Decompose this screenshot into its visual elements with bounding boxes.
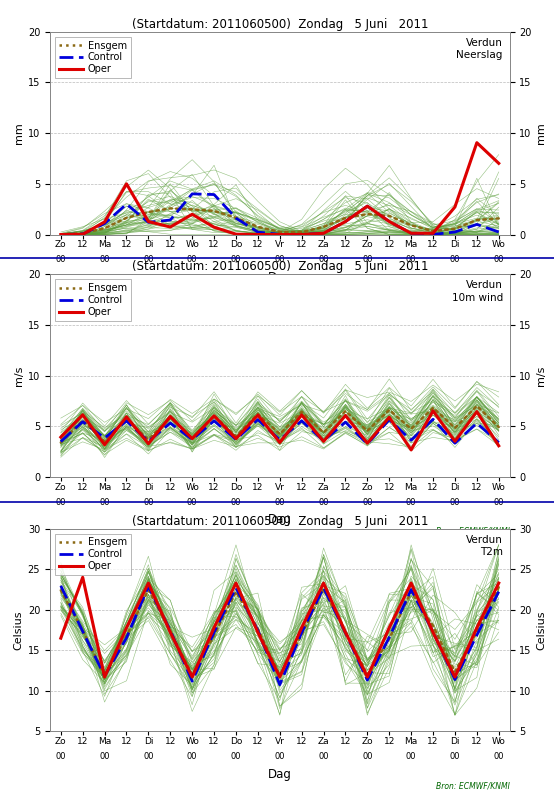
Text: 00: 00: [187, 255, 197, 265]
Title: (Startdatum: 2011060500)  Zondag   5 Juni   2011: (Startdatum: 2011060500) Zondag 5 Juni 2…: [131, 514, 428, 528]
Text: 00: 00: [450, 498, 460, 507]
Text: 00: 00: [319, 752, 329, 762]
Y-axis label: m/s: m/s: [536, 366, 546, 386]
Text: 00: 00: [450, 255, 460, 265]
Legend: Ensgem, Control, Oper: Ensgem, Control, Oper: [55, 37, 131, 79]
Y-axis label: Celsius: Celsius: [536, 611, 546, 650]
Text: 00: 00: [55, 255, 66, 265]
Text: 00: 00: [362, 752, 373, 762]
Text: 00: 00: [362, 255, 373, 265]
Text: 00: 00: [450, 752, 460, 762]
Text: Verdun
T2m: Verdun T2m: [466, 535, 503, 557]
Legend: Ensgem, Control, Oper: Ensgem, Control, Oper: [55, 279, 131, 321]
Text: 00: 00: [362, 498, 373, 507]
Text: 00: 00: [275, 498, 285, 507]
Text: 00: 00: [230, 498, 241, 507]
Text: 00: 00: [55, 752, 66, 762]
Text: 00: 00: [143, 498, 153, 507]
Text: 00: 00: [143, 752, 153, 762]
Text: Dag: Dag: [268, 513, 292, 526]
Text: 00: 00: [494, 255, 504, 265]
Text: 00: 00: [230, 255, 241, 265]
Text: 00: 00: [187, 498, 197, 507]
Text: 00: 00: [494, 752, 504, 762]
Text: 00: 00: [319, 255, 329, 265]
Text: 00: 00: [99, 255, 110, 265]
Text: Bron: ECMWF/KNMI: Bron: ECMWF/KNMI: [436, 781, 510, 790]
Text: 00: 00: [143, 255, 153, 265]
Text: 00: 00: [406, 752, 417, 762]
Text: Bron: ECMWF/KNMI: Bron: ECMWF/KNMI: [436, 285, 510, 293]
Text: 00: 00: [99, 752, 110, 762]
Text: Dag: Dag: [268, 767, 292, 781]
Text: 00: 00: [55, 498, 66, 507]
Legend: Ensgem, Control, Oper: Ensgem, Control, Oper: [55, 533, 131, 576]
Text: 00: 00: [187, 752, 197, 762]
Y-axis label: mm: mm: [14, 122, 24, 144]
Y-axis label: mm: mm: [536, 122, 546, 144]
Y-axis label: m/s: m/s: [14, 366, 24, 386]
Text: Verdun
10m wind: Verdun 10m wind: [452, 281, 503, 303]
Text: 00: 00: [494, 498, 504, 507]
Text: Bron: ECMWF/KNMI: Bron: ECMWF/KNMI: [436, 527, 510, 536]
Text: 00: 00: [406, 498, 417, 507]
Text: 00: 00: [275, 255, 285, 265]
Text: 00: 00: [275, 752, 285, 762]
Text: 00: 00: [319, 498, 329, 507]
Y-axis label: Celsius: Celsius: [13, 611, 23, 650]
Text: Verdun
Neerslag: Verdun Neerslag: [456, 38, 503, 60]
Text: Dag: Dag: [268, 270, 292, 284]
Title: (Startdatum: 2011060500)  Zondag   5 Juni   2011: (Startdatum: 2011060500) Zondag 5 Juni 2…: [131, 17, 428, 31]
Text: 00: 00: [230, 752, 241, 762]
Title: (Startdatum: 2011060500)  Zondag   5 Juni   2011: (Startdatum: 2011060500) Zondag 5 Juni 2…: [131, 260, 428, 273]
Text: 00: 00: [99, 498, 110, 507]
Text: 00: 00: [406, 255, 417, 265]
